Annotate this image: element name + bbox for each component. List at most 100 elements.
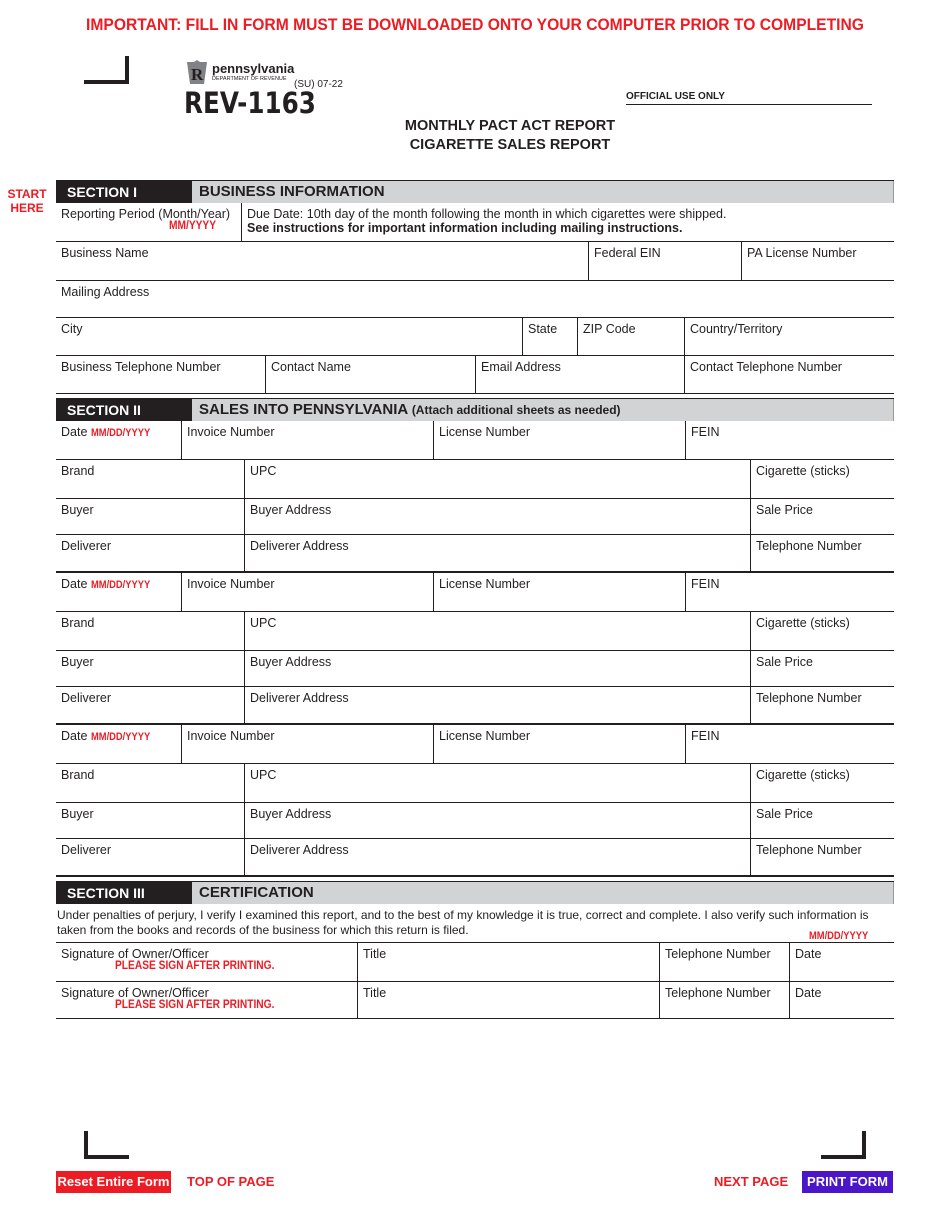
business-phone-input[interactable] [60, 372, 261, 390]
signer-2-telephone-field[interactable]: Telephone Number [659, 982, 789, 1019]
signer-1-title-input[interactable] [362, 960, 655, 978]
sale-3-telephone-input[interactable] [755, 854, 890, 872]
sale-2-upc-field[interactable]: UPC [244, 612, 750, 651]
business-phone-field[interactable]: Business Telephone Number [56, 356, 265, 394]
pa-license-field[interactable]: PA License Number [741, 242, 894, 281]
reporting-period-input[interactable] [60, 220, 237, 238]
sale-3-upc-input[interactable] [249, 781, 746, 799]
sale-3-upc-field[interactable]: UPC [244, 764, 750, 803]
sale-2-deliverer-input[interactable] [60, 702, 240, 720]
sale-1-cigarettes-field[interactable]: Cigarette (sticks) [750, 460, 894, 499]
signer-1-title-field[interactable]: Title [357, 943, 659, 982]
pa-license-input[interactable] [746, 259, 890, 277]
email-field[interactable]: Email Address [475, 356, 684, 394]
sale-3-deliverer-input[interactable] [60, 854, 240, 872]
sale-2-sale-price-input[interactable] [755, 665, 890, 683]
sale-3-cigarettes-input[interactable] [755, 781, 890, 799]
sale-3-deliverer-address-field[interactable]: Deliverer Address [244, 839, 750, 877]
sale-3-date-field[interactable]: Date MM/DD/YYYY [56, 725, 181, 764]
sale-1-deliverer-address-input[interactable] [249, 550, 746, 568]
sale-3-sale-price-field[interactable]: Sale Price [750, 803, 894, 839]
federal-ein-field[interactable]: Federal EIN [588, 242, 741, 281]
sale-2-sale-price-field[interactable]: Sale Price [750, 651, 894, 687]
sale-3-buyer-address-field[interactable]: Buyer Address [244, 803, 750, 839]
mailing-address-input[interactable] [60, 296, 890, 314]
sale-3-date-input[interactable] [60, 742, 177, 760]
sale-2-deliverer-field[interactable]: Deliverer [56, 687, 244, 725]
sale-2-buyer-field[interactable]: Buyer [56, 651, 244, 687]
print-form-button[interactable]: PRINT FORM [802, 1171, 893, 1193]
sale-3-license-input[interactable] [438, 742, 681, 760]
signer-1-telephone-field[interactable]: Telephone Number [659, 943, 789, 982]
sale-2-date-field[interactable]: Date MM/DD/YYYY [56, 573, 181, 612]
sale-1-deliverer-input[interactable] [60, 550, 240, 568]
city-input[interactable] [60, 334, 518, 352]
sale-1-brand-input[interactable] [60, 477, 240, 495]
zip-code-field[interactable]: ZIP Code [577, 318, 684, 356]
signer-1-telephone-input[interactable] [664, 960, 785, 978]
sale-2-buyer-input[interactable] [60, 665, 240, 683]
signer-2-telephone-input[interactable] [664, 997, 785, 1015]
sale-3-brand-input[interactable] [60, 781, 240, 799]
contact-name-field[interactable]: Contact Name [265, 356, 475, 394]
signer-1-date-field[interactable]: Date [789, 943, 894, 982]
country-input[interactable] [689, 334, 890, 352]
sale-1-license-field[interactable]: License Number [433, 421, 685, 460]
sale-1-deliverer-field[interactable]: Deliverer [56, 535, 244, 573]
sale-1-telephone-input[interactable] [755, 550, 890, 568]
sale-2-date-input[interactable] [60, 590, 177, 608]
sale-2-brand-input[interactable] [60, 629, 240, 647]
sale-3-cigarettes-field[interactable]: Cigarette (sticks) [750, 764, 894, 803]
sale-2-fein-field[interactable]: FEIN [685, 573, 894, 612]
reset-form-button[interactable]: Reset Entire Form [56, 1171, 171, 1193]
due-date-field[interactable]: Due Date: 10th day of the month followin… [241, 203, 894, 242]
sale-3-fein-field[interactable]: FEIN [685, 725, 894, 764]
sale-1-invoice-field[interactable]: Invoice Number [181, 421, 433, 460]
mailing-address-field[interactable]: Mailing Address [56, 281, 894, 318]
reporting-period-field[interactable]: Reporting Period (Month/Year) MM/YYYY [56, 203, 241, 242]
state-field[interactable]: State [522, 318, 577, 356]
top-of-page-link[interactable]: TOP OF PAGE [187, 1174, 275, 1189]
sale-3-invoice-field[interactable]: Invoice Number [181, 725, 433, 764]
sale-1-upc-input[interactable] [249, 477, 746, 495]
sale-1-upc-field[interactable]: UPC [244, 460, 750, 499]
sale-1-sale-price-field[interactable]: Sale Price [750, 499, 894, 535]
sale-2-cigarettes-field[interactable]: Cigarette (sticks) [750, 612, 894, 651]
city-field[interactable]: City [56, 318, 522, 356]
sale-3-deliverer-field[interactable]: Deliverer [56, 839, 244, 877]
sale-1-invoice-input[interactable] [186, 438, 429, 456]
sale-1-sale-price-input[interactable] [755, 513, 890, 531]
signer-2-title-input[interactable] [362, 997, 655, 1015]
sale-3-sale-price-input[interactable] [755, 817, 890, 835]
signer-1-signature-field[interactable]: Signature of Owner/Officer PLEASE SIGN AF… [56, 943, 357, 982]
sale-1-buyer-field[interactable]: Buyer [56, 499, 244, 535]
sale-3-license-field[interactable]: License Number [433, 725, 685, 764]
sale-2-telephone-field[interactable]: Telephone Number [750, 687, 894, 725]
sale-2-telephone-input[interactable] [755, 702, 890, 720]
business-name-input[interactable] [60, 259, 584, 277]
signer-2-title-field[interactable]: Title [357, 982, 659, 1019]
sale-1-buyer-address-field[interactable]: Buyer Address [244, 499, 750, 535]
contact-phone-field[interactable]: Contact Telephone Number [684, 356, 894, 394]
sale-1-license-input[interactable] [438, 438, 681, 456]
email-input[interactable] [480, 372, 680, 390]
sale-2-buyer-address-field[interactable]: Buyer Address [244, 651, 750, 687]
sale-3-telephone-field[interactable]: Telephone Number [750, 839, 894, 877]
next-page-link[interactable]: NEXT PAGE [714, 1174, 789, 1189]
sale-2-fein-input[interactable] [690, 590, 890, 608]
sale-2-license-input[interactable] [438, 590, 681, 608]
sale-2-deliverer-address-field[interactable]: Deliverer Address [244, 687, 750, 725]
sale-2-buyer-address-input[interactable] [249, 665, 746, 683]
country-field[interactable]: Country/Territory [684, 318, 894, 356]
sale-1-cigarettes-input[interactable] [755, 477, 890, 495]
business-name-field[interactable]: Business Name [56, 242, 588, 281]
sale-2-invoice-field[interactable]: Invoice Number [181, 573, 433, 612]
signer-2-date-input[interactable] [794, 997, 890, 1015]
signer-2-signature-field[interactable]: Signature of Owner/Officer PLEASE SIGN AF… [56, 982, 357, 1019]
sale-3-buyer-input[interactable] [60, 817, 240, 835]
state-input[interactable] [527, 334, 573, 352]
sale-3-invoice-input[interactable] [186, 742, 429, 760]
sale-2-license-field[interactable]: License Number [433, 573, 685, 612]
sale-2-invoice-input[interactable] [186, 590, 429, 608]
sale-1-telephone-field[interactable]: Telephone Number [750, 535, 894, 573]
